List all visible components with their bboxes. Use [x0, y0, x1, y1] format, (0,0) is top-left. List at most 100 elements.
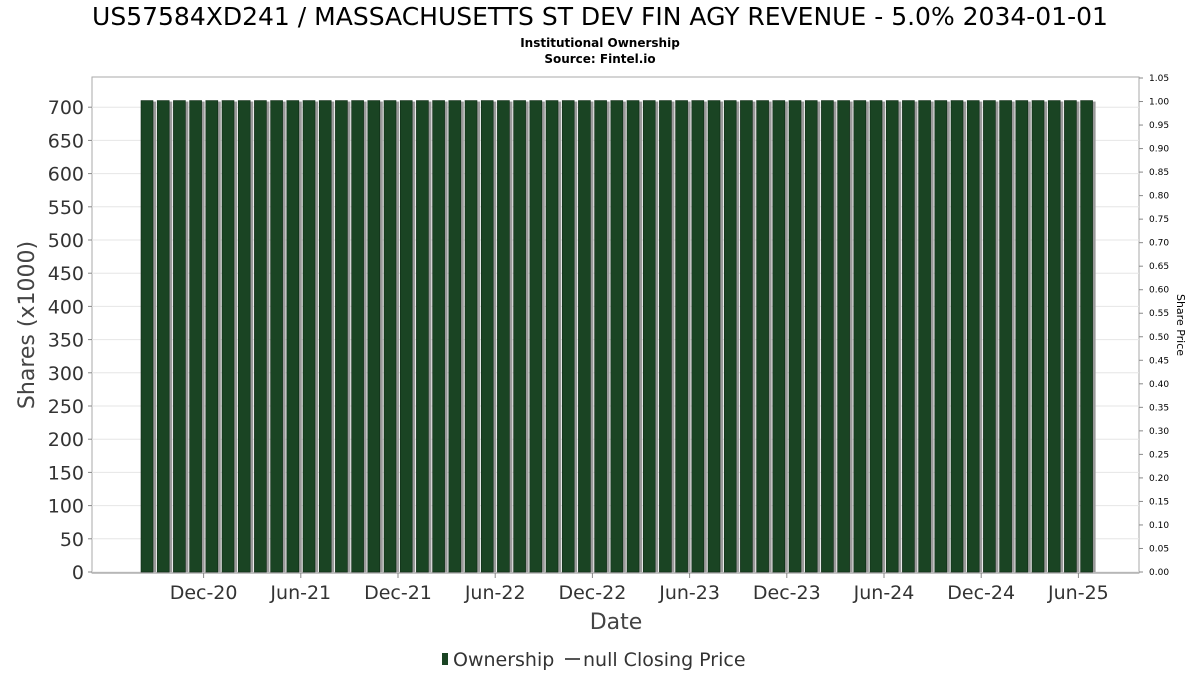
bar-shadow	[590, 101, 594, 572]
bar-shadow	[817, 101, 821, 572]
ownership-bar	[1015, 100, 1029, 573]
ownership-bar	[902, 100, 915, 573]
y-tick-label: 0	[72, 562, 84, 584]
bar-shadow	[396, 101, 399, 572]
bar-shadow	[914, 101, 918, 572]
bar-shadow	[865, 101, 869, 572]
x-axis-title: Date	[590, 610, 643, 635]
ownership-bar	[869, 100, 883, 573]
bar-shadow	[1076, 101, 1080, 572]
y2-tick-label: 0.10	[1149, 521, 1169, 531]
y2-tick-label: 0.15	[1149, 497, 1169, 507]
ownership-bar	[448, 100, 462, 573]
x-tick-label: Dec-24	[947, 582, 1015, 604]
bar-shadow	[331, 101, 335, 572]
x-axis-ticks: Dec-20 Jun-21 Dec-21 Jun-22 Dec-22 Jun-23 Dec-…	[170, 573, 1109, 604]
x-tick-label: Jun-24	[853, 582, 915, 604]
bar-shadow	[460, 101, 464, 572]
ownership-bar	[837, 100, 850, 573]
bar-shadow	[444, 101, 448, 572]
left-axis-ticks: 0 50 100 150 200 250 300 350 400 450 500 550 600 650 7…	[48, 97, 92, 584]
ownership-bar	[594, 100, 607, 573]
bar-shadow	[574, 101, 578, 572]
ownership-bar	[610, 100, 624, 573]
ownership-bar	[367, 100, 381, 573]
y2-tick-label: 0.60	[1149, 286, 1169, 296]
bar-shadow	[234, 101, 237, 572]
bar-shadow	[1092, 101, 1096, 572]
ownership-bar	[675, 100, 688, 573]
x-tick-label: Jun-21	[269, 582, 331, 604]
bars	[140, 100, 1096, 573]
bar-shadow	[509, 101, 513, 572]
bar-shadow	[703, 101, 707, 572]
ownership-bar	[545, 100, 559, 573]
bar-shadow	[946, 101, 950, 572]
bar-shadow	[412, 101, 416, 572]
ownership-bar	[659, 100, 672, 573]
bar-shadow	[687, 101, 691, 572]
bar-shadow	[379, 101, 383, 572]
y-tick-label: 350	[48, 330, 84, 352]
y-axis-title: Shares (x1000)	[15, 241, 40, 409]
bar-shadow	[736, 101, 740, 572]
bar-shadow	[1060, 101, 1064, 572]
ownership-bar	[513, 100, 526, 573]
ownership-bar	[1047, 100, 1061, 573]
ownership-bar	[691, 100, 705, 573]
bar-shadow	[363, 101, 367, 572]
bar-shadow	[315, 101, 318, 572]
y2-tick-label: 0.40	[1149, 380, 1169, 390]
bar-shadow	[930, 101, 934, 572]
ownership-bar	[642, 100, 656, 573]
x-tick-label: Dec-23	[753, 582, 821, 604]
x-tick-label: Dec-20	[170, 582, 238, 604]
bar-shadow	[525, 101, 529, 572]
y2-tick-label: 0.85	[1149, 168, 1169, 178]
y2-tick-label: 1.00	[1149, 98, 1169, 108]
bar-shadow	[1027, 101, 1031, 572]
ownership-bar	[237, 100, 251, 573]
y-tick-label: 50	[60, 529, 84, 551]
x-tick-label: Dec-21	[364, 582, 432, 604]
ownership-bar	[756, 100, 769, 573]
bar-shadow	[720, 101, 723, 572]
ownership-bar	[335, 100, 348, 573]
ownership-bar	[529, 100, 543, 573]
ownership-bar	[885, 100, 899, 573]
y-tick-label: 250	[48, 396, 84, 418]
y2-tick-label: 0.70	[1149, 239, 1169, 249]
ownership-bar	[432, 100, 445, 573]
ownership-bar	[399, 100, 413, 573]
bar-shadow	[541, 101, 545, 572]
ownership-bar	[318, 100, 332, 573]
ownership-bar	[561, 100, 575, 573]
y2-tick-label: 0.75	[1149, 215, 1169, 225]
legend-label-ownership: Ownership	[453, 649, 554, 671]
ownership-bar	[270, 100, 283, 573]
bar-shadow	[622, 101, 626, 572]
ownership-bar	[999, 100, 1012, 573]
y2-tick-label: 0.50	[1149, 333, 1169, 343]
bar-shadow	[655, 101, 659, 572]
ownership-bar	[480, 100, 494, 573]
bar-shadow	[266, 101, 270, 572]
y-tick-label: 400	[48, 296, 84, 318]
y-tick-label: 300	[48, 363, 84, 385]
y2-axis-title: Share Price	[1174, 294, 1187, 356]
bar-shadow	[493, 101, 497, 572]
ownership-bar	[189, 100, 202, 573]
bar-shadow	[1044, 101, 1047, 572]
x-tick-label: Dec-22	[558, 582, 626, 604]
ownership-bar	[156, 100, 170, 573]
ownership-bar	[983, 100, 996, 573]
ownership-bar	[351, 100, 364, 573]
ownership-bar	[966, 100, 980, 573]
y-tick-label: 650	[48, 130, 84, 152]
bar-shadow	[217, 101, 221, 572]
ownership-bar	[1064, 100, 1077, 573]
y-tick-label: 500	[48, 230, 84, 252]
ownership-bar	[464, 100, 478, 573]
ownership-bar	[788, 100, 802, 573]
